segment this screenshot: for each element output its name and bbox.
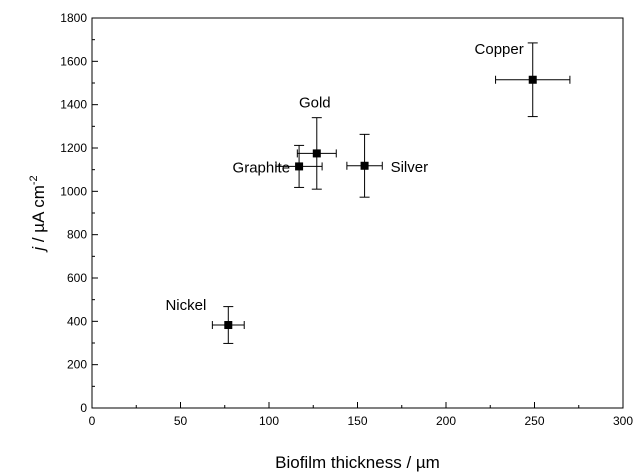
- y-tick-label: 0: [80, 401, 87, 415]
- point-label: Nickel: [165, 297, 206, 314]
- x-tick-label: 250: [524, 414, 544, 428]
- point-label: Silver: [391, 159, 429, 176]
- x-axis-title: Biofilm thickness / µm: [275, 453, 440, 472]
- y-tick-label: 1600: [60, 54, 87, 68]
- y-axis-title-italic: j: [29, 246, 48, 253]
- y-axis-title: j / µA cm-2: [28, 175, 48, 252]
- square-marker: [295, 162, 304, 171]
- y-tick-label: 1200: [60, 141, 87, 155]
- y-tick-label: 1400: [60, 98, 87, 112]
- plot-frame: [91, 17, 624, 409]
- plot-border: [91, 17, 624, 409]
- data-point-graphite: Graphite: [233, 144, 323, 188]
- data-points: Nickel Graphite Gold Silver Copper: [165, 41, 571, 344]
- point-label: Graphite: [233, 159, 291, 176]
- y-tick-label: 1800: [60, 11, 87, 25]
- x-axis: 0 50 100 150 200 250 300: [89, 402, 633, 428]
- y-tick-label: 200: [67, 358, 87, 372]
- square-marker: [312, 149, 321, 158]
- y-axis-title-rest: / µA cm: [29, 185, 48, 247]
- y-axis: 0 200 400 600 800 1000 1200 1400 1600 1800: [60, 11, 98, 415]
- point-label: Copper: [475, 41, 524, 58]
- x-tick-label: 0: [89, 414, 96, 428]
- y-tick-label: 600: [67, 271, 87, 285]
- data-point-silver: Silver: [346, 133, 429, 198]
- data-point-gold: Gold: [296, 94, 337, 190]
- square-marker: [224, 321, 233, 330]
- x-tick-label: 300: [613, 414, 633, 428]
- y-tick-label: 800: [67, 228, 87, 242]
- y-axis-title-superscript: -2: [28, 175, 40, 185]
- x-tick-label: 200: [436, 414, 456, 428]
- point-label: Gold: [299, 94, 331, 111]
- data-point-nickel: Nickel: [165, 297, 245, 344]
- x-tick-label: 150: [347, 414, 367, 428]
- data-point-copper: Copper: [475, 41, 571, 118]
- x-tick-label: 100: [259, 414, 279, 428]
- y-tick-label: 400: [67, 314, 87, 328]
- square-marker: [528, 75, 537, 84]
- y-tick-label: 1000: [60, 184, 87, 198]
- x-tick-label: 50: [174, 414, 188, 428]
- square-marker: [360, 161, 369, 170]
